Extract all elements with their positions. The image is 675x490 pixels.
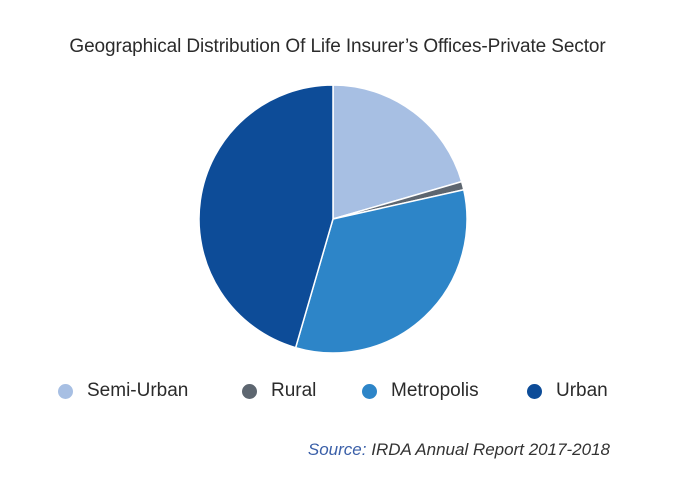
legend-swatch-rural bbox=[242, 383, 257, 399]
legend-item-urban: Urban bbox=[527, 377, 608, 405]
pie-slice-urban bbox=[198, 84, 334, 349]
legend-label-urban: Urban bbox=[556, 380, 608, 401]
legend-item-semi-urban: Semi-Urban bbox=[58, 377, 188, 405]
legend-label-semi-urban: Semi-Urban bbox=[87, 380, 189, 401]
legend-item-rural: Rural bbox=[242, 377, 316, 405]
chart-title: Geographical Distribution Of Life Insure… bbox=[69, 36, 606, 57]
source-text: IRDA Annual Report 2017-2018 bbox=[371, 440, 610, 459]
source-label: Source: bbox=[307, 440, 367, 459]
pie-chart-svg bbox=[198, 84, 468, 354]
pie-slice-metropolis bbox=[294, 189, 468, 354]
source-note: Source: IRDA Annual Report 2017-2018 bbox=[308, 440, 610, 460]
legend-swatch-urban bbox=[527, 383, 542, 399]
legend-swatch-semi-urban bbox=[58, 383, 73, 399]
chart-legend: Semi-Urban Rural Metropolis Urban bbox=[0, 377, 675, 405]
legend-label-rural: Rural bbox=[271, 380, 317, 401]
legend-swatch-metropolis bbox=[362, 383, 377, 399]
pie-slice-semi-urban bbox=[332, 84, 463, 220]
pie-chart bbox=[198, 84, 468, 354]
legend-label-metropolis: Metropolis bbox=[391, 380, 479, 401]
legend-item-metropolis: Metropolis bbox=[362, 377, 479, 405]
